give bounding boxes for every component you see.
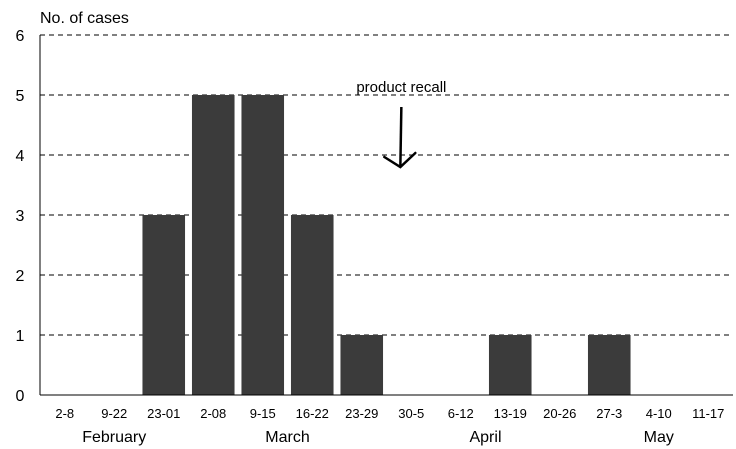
month-labels: February March April May [82,429,674,446]
annotation: product recall [356,79,446,169]
annotation-label: product recall [356,79,446,96]
x-tick-11-17: 11-17 [692,406,724,421]
bar-23-01 [142,215,186,395]
x-tick-16-22: 16-22 [296,406,329,421]
x-tick-9-15: 9-15 [250,406,276,421]
x-tick-2-8: 2-8 [55,406,74,421]
bars [142,95,631,395]
x-tick-30-5: 30-5 [398,406,424,421]
y-tick-6: 6 [16,28,25,45]
y-tick-5: 5 [16,88,25,105]
y-tick-labels: 0 1 2 3 4 5 6 [16,28,25,405]
x-tick-9-22: 9-22 [101,406,127,421]
y-tick-2: 2 [16,268,25,285]
y-tick-4: 4 [16,148,25,165]
x-tick-27-3: 27-3 [596,406,622,421]
x-tick-labels: 2-8 9-22 23-01 2-08 9-15 16-22 23-29 30-5 6-12 13… [55,406,724,421]
month-april: April [469,429,501,446]
bar-9-15 [241,95,285,395]
y-tick-1: 1 [16,328,25,345]
bar-23-29 [340,335,384,395]
annotation-arrow-shaft [399,106,403,168]
bar-27-3 [587,335,631,395]
bar-13-19 [488,335,532,395]
x-tick-23-01: 23-01 [147,406,180,421]
x-tick-6-12: 6-12 [448,406,474,421]
bar-2-08 [191,95,235,395]
x-tick-20-26: 20-26 [543,406,576,421]
month-may: May [644,429,674,446]
month-march: March [265,429,309,446]
axes [39,35,733,396]
x-tick-4-10: 4-10 [646,406,672,421]
bar-16-22 [290,215,334,395]
y-tick-3: 3 [16,208,25,225]
y-tick-0: 0 [16,388,25,405]
x-tick-23-29: 23-29 [345,406,378,421]
x-tick-13-19: 13-19 [494,406,527,421]
x-tick-2-08: 2-08 [200,406,226,421]
y-axis-title: No. of cases [40,10,129,27]
month-february: February [82,429,146,446]
annotation-arrow-head [383,151,417,169]
